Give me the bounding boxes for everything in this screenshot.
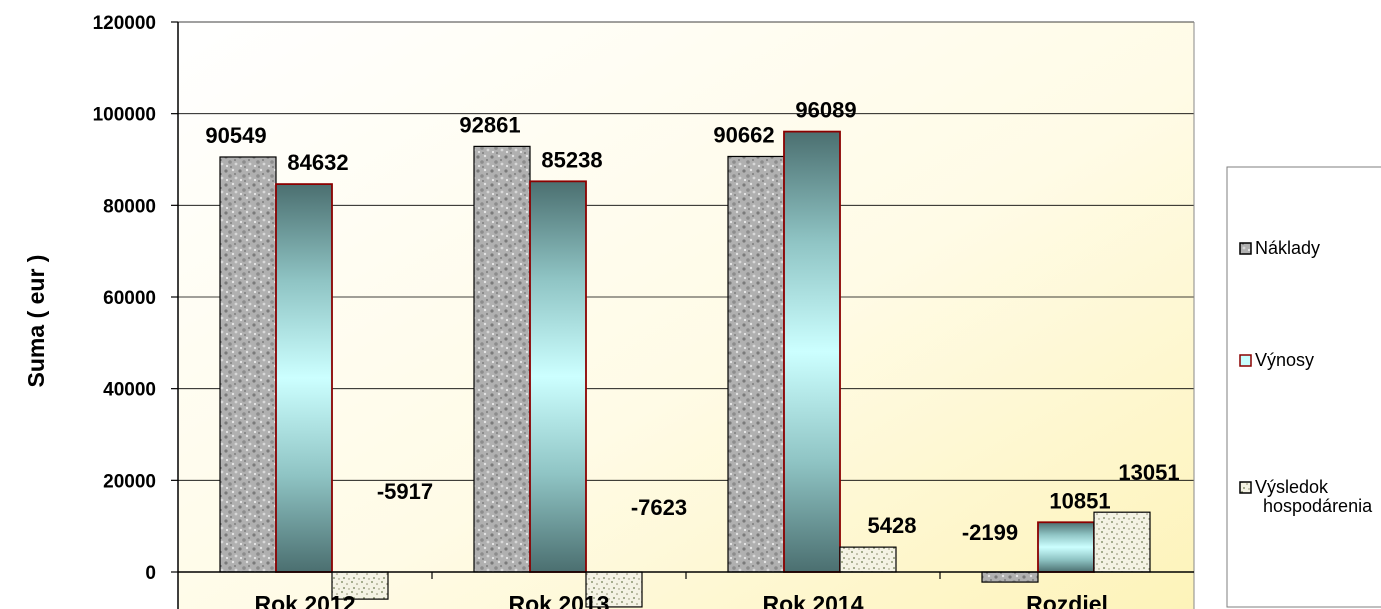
legend-label-vysledok: Výsledok — [1255, 477, 1329, 497]
data-label-vynosy: 96089 — [795, 98, 856, 123]
legend-swatch-vysledok — [1239, 481, 1252, 494]
legend-swatch-vynosy — [1239, 354, 1252, 367]
y-tick-label: 80000 — [103, 196, 156, 217]
plot-area — [178, 22, 1194, 609]
bar-vysledok — [585, 571, 643, 608]
y-axis-ticks: 0 20000 40000 60000 80000 100000 120000 — [93, 13, 178, 584]
data-label-vysledok: 5428 — [868, 513, 917, 538]
y-tick-label: 120000 — [93, 13, 156, 34]
bars — [219, 130, 1151, 608]
category-label: Rok 2012 — [254, 591, 355, 609]
y-tick-label: 20000 — [103, 471, 156, 492]
category-label: Rok 2013 — [508, 591, 609, 609]
data-label-naklady: 90662 — [713, 122, 774, 147]
legend-box — [1226, 166, 1381, 608]
category-label: Rok 2014 — [762, 591, 863, 609]
data-label-vynosy: 10851 — [1049, 488, 1110, 513]
data-label-vysledok: -5917 — [377, 479, 433, 504]
data-label-naklady: 90549 — [205, 123, 266, 148]
data-labels: 90549 84632 -5917 92861 85238 -7623 90662 96089… — [205, 98, 1179, 545]
y-tick-label: 60000 — [103, 288, 156, 309]
bar-naklady — [981, 571, 1039, 583]
data-label-vysledok: -7623 — [631, 495, 687, 520]
y-tick-label: 0 — [145, 563, 156, 584]
bar-vynosy — [529, 180, 587, 573]
bar-vynosy — [1037, 521, 1095, 573]
data-label-vynosy: 84632 — [287, 150, 348, 175]
x-axis-ticks — [431, 572, 941, 579]
category-label: Rozdiel — [1026, 591, 1108, 609]
legend-label-vysledok: hospodárenia — [1263, 496, 1373, 516]
y-tick-label: 100000 — [93, 105, 156, 126]
data-label-naklady: -2199 — [962, 520, 1018, 545]
bar-vysledok — [839, 546, 897, 573]
y-axis-title: Suma ( eur ) — [23, 255, 49, 388]
bar-naklady — [219, 156, 277, 573]
bar-vynosy — [275, 183, 333, 573]
bar-vysledok — [1093, 511, 1151, 573]
category-labels: Rok 2012 Rok 2013 Rok 2014 Rozdiel — [254, 591, 1107, 609]
data-label-naklady: 92861 — [459, 112, 520, 137]
legend-swatch-naklady — [1239, 242, 1252, 255]
gridlines — [178, 21, 1194, 481]
data-label-vynosy: 85238 — [541, 147, 602, 172]
data-label-vysledok: 13051 — [1118, 460, 1179, 485]
bar-naklady — [473, 145, 531, 573]
legend-label-vynosy: Výnosy — [1255, 350, 1314, 370]
bar-vynosy — [783, 130, 841, 573]
bar-naklady — [727, 155, 785, 573]
y-tick-label: 40000 — [103, 380, 156, 401]
legend-label-naklady: Náklady — [1255, 238, 1320, 258]
